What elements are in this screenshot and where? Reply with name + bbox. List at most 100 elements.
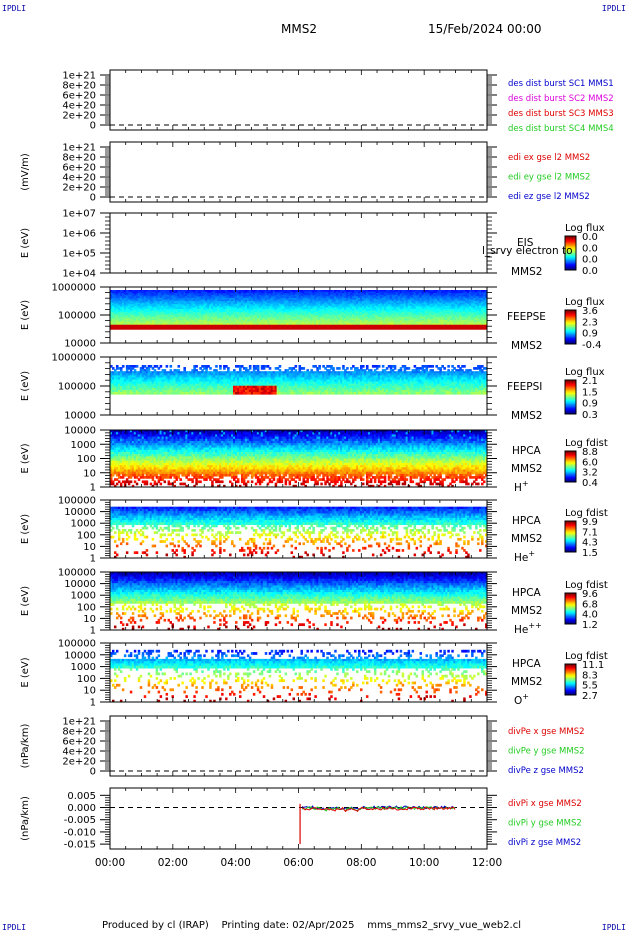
- y-tick-label: 10: [83, 542, 96, 553]
- spacecraft-label: MMS2: [511, 410, 542, 422]
- y-axis-label: E (eV): [20, 514, 31, 544]
- y-axis-label: E (eV): [20, 371, 31, 401]
- colorbar-title: Log fdist: [565, 508, 608, 519]
- y-tick-label: 10: [83, 686, 96, 697]
- colorbar-tick-label: 6.8: [582, 599, 598, 610]
- instrument-label: HPCA: [512, 658, 542, 670]
- y-tick-label: 10: [83, 468, 96, 479]
- legend-entry: des dist burst SC2 MMS2: [508, 94, 614, 104]
- panel-divpi: [100, 787, 497, 850]
- y-tick-label: 1e+04: [62, 269, 96, 280]
- y-tick-label: 8e+20: [62, 727, 96, 738]
- y-tick-label: 6e+20: [62, 163, 96, 174]
- y-tick-label: 100: [77, 530, 96, 541]
- panel-divpe: [100, 715, 497, 777]
- colorbar-tick-label: 0.9: [582, 329, 598, 340]
- y-tick-label: 100000: [58, 568, 96, 579]
- y-tick-label: 10000: [64, 339, 96, 350]
- y-tick-label: 1e+21: [62, 71, 96, 82]
- y-tick-label: 10000: [64, 426, 96, 437]
- panel-eis: [100, 212, 577, 274]
- y-axis-label: (nPa/km): [20, 724, 31, 769]
- y-axis-label: (mV/m): [20, 153, 31, 191]
- panel-hpca-he2: [100, 571, 577, 631]
- colorbar-tick-label: 5.5: [582, 681, 598, 692]
- panel-frame: [109, 141, 488, 203]
- spacecraft-title: MMS2: [281, 22, 317, 36]
- y-tick-label: 1: [90, 698, 96, 709]
- y-tick-label: -0.010: [64, 827, 96, 838]
- panel-des-dist: [100, 69, 497, 131]
- legend-entry: des dist burst SC1 MMS1: [508, 79, 614, 89]
- panel-hpca-h: [100, 429, 577, 488]
- panel-frame: [109, 787, 488, 850]
- x-tick-label: 08:00: [346, 857, 376, 869]
- colorbar-tick-label: 1.2: [582, 620, 598, 631]
- y-tick-label: 2e+20: [62, 757, 96, 768]
- y-tick-label: 100000: [58, 496, 96, 507]
- panel-feepse: [100, 286, 577, 345]
- y-tick-label: 1: [90, 483, 96, 494]
- y-axis-label: (nPa/km): [20, 796, 31, 841]
- colorbar-tick-label: 9.9: [582, 517, 598, 528]
- y-tick-label: 1: [90, 554, 96, 565]
- spacecraft-label: MMS2: [511, 463, 542, 475]
- legend-entry: divPi x gse MMS2: [508, 799, 582, 809]
- colorbar-tick-label: 6.0: [582, 457, 598, 468]
- panel-edi: [100, 141, 497, 203]
- colorbar-tick-label: 2.7: [582, 691, 598, 702]
- corner-label-bottom-right: IPDLI: [601, 923, 626, 932]
- y-tick-label: 10000: [64, 507, 96, 518]
- y-tick-label: 0.000: [67, 803, 96, 814]
- y-tick-label: 4e+20: [62, 101, 96, 112]
- colorbar-title: Log flux: [565, 223, 605, 234]
- y-tick-label: 1000: [71, 440, 96, 451]
- y-tick-label: 6e+20: [62, 737, 96, 748]
- y-tick-label: 1e+21: [62, 143, 96, 154]
- spectrogram-feepsi: [110, 365, 488, 395]
- instrument-label: EIS: [517, 237, 534, 249]
- colorbar-tick-label: 4.3: [582, 538, 598, 549]
- overlay-text: l_srvy electron to: [482, 245, 573, 257]
- colorbar: [564, 309, 577, 345]
- spacecraft-label: MMS2: [511, 266, 542, 278]
- corner-label-top-right: IPDLI: [601, 4, 626, 13]
- instrument-label: HPCA: [512, 515, 542, 527]
- colorbar-tick-label: 11.1: [582, 660, 604, 671]
- y-tick-label: 4e+20: [62, 173, 96, 184]
- y-axis-label: E (eV): [20, 657, 31, 687]
- colorbar-title: Log fdist: [565, 438, 608, 449]
- y-tick-label: 0.005: [67, 791, 96, 802]
- legend-entry: edi ez gse l2 MMS2: [508, 192, 590, 202]
- spectrogram-hpca-he: [110, 506, 488, 559]
- spacecraft-label: MMS2: [511, 533, 542, 545]
- legend-entry: divPe x gse MMS2: [508, 727, 585, 737]
- instrument-label: HPCA: [512, 445, 542, 457]
- y-axis-label: E (eV): [20, 300, 31, 330]
- spectrogram-feepse: [110, 290, 488, 330]
- spectrogram-hpca-o: [110, 649, 488, 703]
- colorbar-tick-label: 2.1: [582, 376, 598, 387]
- x-tick-label: 02:00: [158, 857, 188, 869]
- colorbar-tick-label: 3.2: [582, 468, 598, 479]
- y-tick-label: 2e+20: [62, 111, 96, 122]
- y-tick-label: -0.005: [64, 815, 96, 826]
- y-tick-label: 1000: [71, 591, 96, 602]
- colorbar-tick-label: 1.5: [582, 548, 598, 559]
- x-tick-label: 00:00: [95, 857, 125, 869]
- colorbar-tick-label: 0.0: [582, 266, 598, 277]
- divpi-series-2: [302, 806, 456, 813]
- panel-frame: [109, 69, 488, 131]
- panel-frame: [109, 212, 488, 274]
- legend-entry: edi ex gse l2 MMS2: [508, 153, 590, 163]
- panel-frame: [109, 715, 488, 777]
- footer-credit: Produced by cl (IRAP) Printing date: 02/…: [102, 920, 521, 931]
- x-tick-label: 12:00: [472, 857, 502, 869]
- footer-printing-date: Printing date: 02/Apr/2025: [221, 920, 355, 931]
- colorbar-tick-label: 0.3: [582, 410, 598, 421]
- y-tick-label: 100: [77, 674, 96, 685]
- footer-filename: mms_mms2_srvy_vue_web2.cl: [367, 920, 522, 931]
- y-tick-label: 0: [90, 193, 96, 204]
- colorbar-tick-label: 1.5: [582, 387, 598, 398]
